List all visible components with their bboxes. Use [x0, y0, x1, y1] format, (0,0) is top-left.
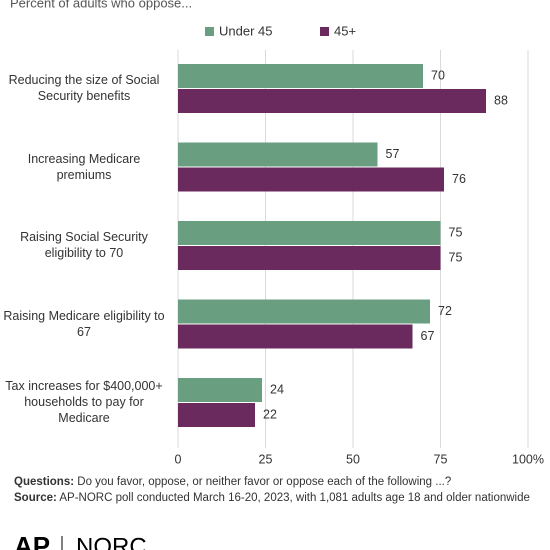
- footer: Questions: Do you favor, oppose, or neit…: [14, 474, 534, 506]
- source: Source: AP-NORC poll conducted March 16-…: [14, 490, 534, 506]
- value-label: 76: [452, 172, 466, 186]
- bar: [178, 324, 413, 349]
- value-label: 67: [421, 329, 435, 343]
- category-label: Raising Social Security eligibility to 7…: [20, 230, 148, 260]
- logo-norc: NORC: [76, 533, 147, 550]
- x-tick-label: 25: [259, 452, 273, 466]
- bar: [178, 378, 262, 402]
- value-label: 75: [449, 250, 463, 264]
- questions-text: Do you favor, oppose, or neither favor o…: [77, 476, 452, 488]
- legend-swatch: [320, 27, 329, 36]
- value-label: 24: [270, 382, 284, 396]
- value-label: 70: [431, 68, 445, 82]
- questions-label: Questions:: [14, 476, 75, 488]
- source-label: Source:: [14, 492, 57, 504]
- questions: Questions: Do you favor, oppose, or neit…: [14, 474, 534, 490]
- x-tick-label: 100%: [512, 452, 544, 466]
- value-label: 88: [494, 93, 508, 107]
- bar: [178, 167, 444, 192]
- category-label: Tax increases for $400,000+ households t…: [5, 379, 163, 425]
- x-tick-label: 0: [175, 452, 182, 466]
- bar: [178, 403, 255, 427]
- category-label: Reducing the size of Social Security ben…: [8, 73, 160, 103]
- x-tick-label: 75: [434, 452, 448, 466]
- bar: [178, 89, 486, 113]
- value-label: 75: [449, 225, 463, 239]
- bar: [178, 142, 378, 167]
- value-label: 22: [263, 407, 277, 421]
- bar: [178, 221, 441, 245]
- x-tick-label: 50: [346, 452, 360, 466]
- value-label: 72: [438, 304, 452, 318]
- logo-ap: AP: [14, 531, 50, 550]
- source-text: AP-NORC poll conducted March 16-20, 2023…: [59, 492, 530, 504]
- category-label: Increasing Medicare premiums: [27, 151, 141, 182]
- legend-label: 45+: [334, 23, 356, 38]
- subtitle: Percent of adults who oppose...: [10, 0, 192, 10]
- legend-label: Under 45: [219, 23, 272, 38]
- bar: [178, 64, 423, 88]
- category-label: Raising Medicare eligibility to 67: [3, 308, 165, 339]
- bar: [178, 246, 441, 270]
- legend-swatch: [205, 27, 214, 36]
- bar: [178, 299, 430, 324]
- value-label: 57: [386, 147, 400, 161]
